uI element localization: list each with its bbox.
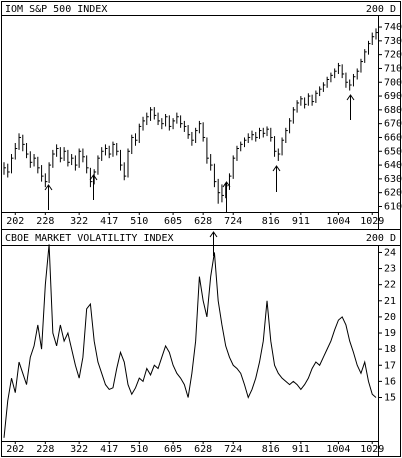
y-tick-label: 21	[384, 296, 396, 307]
x-tick-label: 605	[164, 444, 182, 455]
y-tick-label: 660	[384, 132, 402, 143]
arrow	[89, 174, 98, 200]
x-tick-label: 911	[292, 444, 310, 455]
y-tick-label: 620	[384, 188, 402, 199]
arrows	[44, 94, 355, 256]
y-tick-label: 680	[384, 105, 402, 116]
x-tick-label: 911	[292, 216, 310, 227]
arrow	[44, 184, 53, 210]
y-tick-label: 700	[384, 77, 402, 88]
vix-line	[3, 244, 377, 438]
y-tick-label: 23	[384, 264, 396, 275]
x-tick-label: 605	[164, 216, 182, 227]
x-tick-label: 1029	[360, 216, 384, 227]
y-tick-label: 650	[384, 146, 402, 157]
panel-frame	[1, 1, 401, 230]
x-tick-label: 1004	[326, 216, 350, 227]
arrow	[222, 181, 231, 212]
x-tick-label: 724	[224, 216, 242, 227]
y-tick-label: 710	[384, 63, 402, 74]
y-tick-label: 22	[384, 280, 396, 291]
x-tick-label: 322	[70, 444, 88, 455]
x-tick-label: 202	[6, 216, 24, 227]
y-tick-label: 20	[384, 312, 396, 323]
y-tick-label: 19	[384, 328, 396, 339]
panel-subtitle: 200 D	[366, 233, 396, 244]
y-tick-label: 18	[384, 344, 396, 355]
y-tick-label: 610	[384, 201, 402, 212]
y-tick-label: 730	[384, 36, 402, 47]
x-tick-label: 1029	[360, 444, 384, 455]
y-tick-label: 17	[384, 360, 396, 371]
panel-frame	[1, 229, 401, 457]
y-tick-label: 630	[384, 174, 402, 185]
panel-subtitle: 200 D	[366, 4, 396, 15]
arrow	[209, 231, 218, 256]
x-tick-label: 228	[36, 216, 54, 227]
panel-title: CBOE MARKET VOLATILITY INDEX	[5, 233, 174, 244]
y-tick-label: 720	[384, 50, 402, 61]
y-tick-label: 740	[384, 22, 402, 33]
x-tick-label: 202	[6, 444, 24, 455]
x-tick-label: 628	[194, 216, 212, 227]
x-tick-label: 510	[130, 444, 148, 455]
x-tick-label: 1004	[326, 444, 350, 455]
x-tick-label: 228	[36, 444, 54, 455]
x-tick-label: 510	[130, 216, 148, 227]
y-tick-label: 690	[384, 91, 402, 102]
x-tick-label: 417	[100, 216, 118, 227]
panel-title: IOM S&P 500 INDEX	[5, 4, 107, 15]
arrow	[346, 94, 355, 120]
y-tick-label: 16	[384, 376, 396, 387]
y-tick-label: 15	[384, 392, 396, 403]
y-tick-label: 670	[384, 119, 402, 130]
x-tick-label: 417	[100, 444, 118, 455]
x-tick-label: 816	[262, 444, 280, 455]
x-tick-label: 816	[262, 216, 280, 227]
y-tick-label: 24	[384, 247, 396, 258]
x-tick-label: 724	[224, 444, 242, 455]
arrow	[272, 165, 281, 192]
y-tick-label: 640	[384, 160, 402, 171]
x-tick-label: 322	[70, 216, 88, 227]
x-tick-label: 628	[194, 444, 212, 455]
